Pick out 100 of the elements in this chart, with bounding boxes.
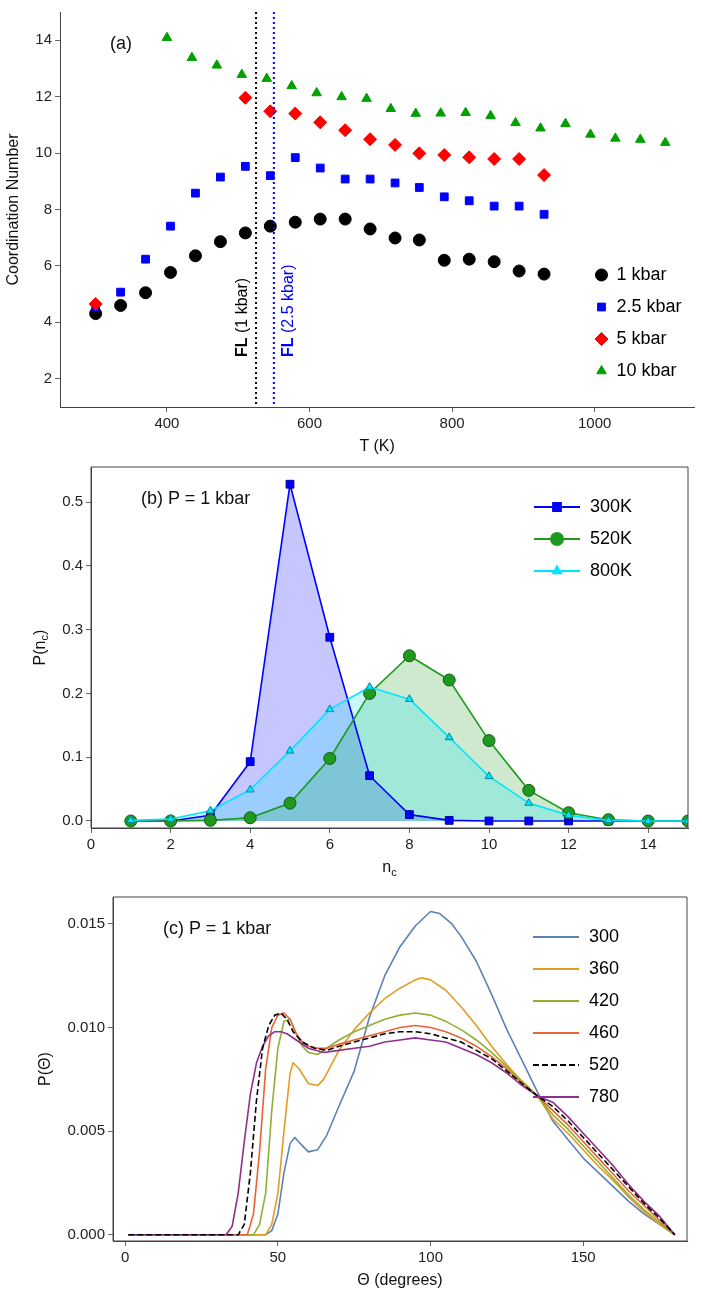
point bbox=[311, 86, 322, 97]
point bbox=[460, 106, 471, 116]
point bbox=[286, 79, 297, 90]
x-tick-label: 14 bbox=[639, 835, 657, 853]
point bbox=[388, 137, 403, 152]
point bbox=[388, 231, 402, 245]
ref-line-label: FL (2.5 kbar) bbox=[279, 264, 297, 357]
point bbox=[285, 745, 295, 754]
point bbox=[535, 122, 546, 132]
point bbox=[261, 72, 273, 82]
point bbox=[482, 734, 496, 748]
point bbox=[514, 201, 524, 211]
point bbox=[365, 682, 374, 690]
x-tick-label: 600 bbox=[297, 414, 323, 432]
point bbox=[487, 255, 501, 269]
point bbox=[485, 109, 496, 120]
point bbox=[141, 254, 150, 264]
point bbox=[410, 107, 422, 117]
x-axis-title: T (K) bbox=[359, 437, 395, 455]
point bbox=[444, 815, 454, 825]
annotation: (b) P = 1 kbar bbox=[141, 487, 251, 508]
y-tick-label: 6 bbox=[43, 256, 52, 274]
point bbox=[635, 133, 646, 143]
x-tick-label: 1000 bbox=[578, 414, 612, 432]
point bbox=[285, 479, 295, 489]
point bbox=[186, 51, 198, 61]
point bbox=[402, 649, 416, 663]
point bbox=[412, 146, 427, 161]
point bbox=[537, 267, 551, 281]
point bbox=[512, 152, 527, 166]
y-tick-label: 0.0 bbox=[62, 811, 83, 829]
point bbox=[512, 264, 526, 278]
point bbox=[240, 161, 250, 171]
point bbox=[336, 90, 347, 101]
point bbox=[206, 805, 215, 814]
point bbox=[385, 102, 397, 113]
x-tick-label: 150 bbox=[570, 1248, 596, 1266]
point bbox=[462, 252, 476, 266]
y-tick-label: 12 bbox=[35, 86, 52, 104]
y-tick-label: 0.000 bbox=[67, 1224, 105, 1242]
point bbox=[243, 811, 257, 825]
legend-label: 5 kbar bbox=[616, 327, 667, 348]
point bbox=[325, 704, 335, 713]
point bbox=[522, 783, 536, 797]
legend-label: 300 bbox=[589, 925, 620, 946]
point bbox=[338, 212, 352, 226]
legend-label: 10 kbar bbox=[616, 359, 677, 380]
point bbox=[464, 196, 474, 206]
point bbox=[539, 209, 549, 219]
point bbox=[290, 153, 300, 162]
point bbox=[188, 249, 202, 263]
ref-line-label: FL (1 kbar) bbox=[233, 277, 251, 357]
point bbox=[114, 298, 128, 312]
point bbox=[585, 128, 596, 138]
legend-label: 2.5 kbar bbox=[616, 295, 682, 316]
point bbox=[462, 150, 477, 165]
point bbox=[660, 136, 671, 146]
point bbox=[390, 178, 400, 188]
point bbox=[323, 751, 337, 765]
point bbox=[435, 107, 446, 117]
point bbox=[365, 174, 375, 184]
point bbox=[363, 132, 378, 147]
y-axis-title: Coordination Number bbox=[3, 132, 21, 286]
x-tick-label: 12 bbox=[560, 835, 577, 853]
legend-label: 520K bbox=[590, 527, 633, 548]
point bbox=[216, 172, 225, 182]
point bbox=[288, 106, 303, 121]
point bbox=[537, 168, 552, 183]
x-tick-label: 4 bbox=[246, 835, 255, 853]
point bbox=[288, 215, 302, 229]
y-tick-label: 0.1 bbox=[62, 747, 83, 765]
legend-label: 360 bbox=[589, 957, 620, 978]
point bbox=[444, 732, 454, 741]
point bbox=[211, 59, 223, 69]
legend-label: 800K bbox=[590, 559, 633, 580]
x-tick-label: 0 bbox=[121, 1248, 130, 1266]
point bbox=[414, 183, 424, 192]
y-tick-label: 14 bbox=[35, 30, 52, 48]
point bbox=[236, 68, 248, 78]
point bbox=[442, 673, 456, 687]
annotation: (c) P = 1 kbar bbox=[163, 917, 272, 938]
legend-label: 520 bbox=[589, 1053, 620, 1074]
y-tick-label: 0.3 bbox=[62, 619, 83, 637]
point bbox=[191, 188, 200, 198]
point bbox=[325, 632, 335, 642]
y-tick-label: 0.5 bbox=[62, 492, 83, 510]
point bbox=[245, 784, 255, 793]
y-axis-title: P(Θ) bbox=[35, 1052, 53, 1086]
x-tick-label: 800 bbox=[439, 414, 465, 432]
point bbox=[283, 796, 297, 810]
x-tick-label: 10 bbox=[480, 835, 498, 853]
y-tick-label: 2 bbox=[43, 368, 52, 386]
y-tick-label: 0.010 bbox=[67, 1017, 105, 1035]
annotation: (a) bbox=[110, 32, 132, 53]
point bbox=[487, 152, 502, 166]
point bbox=[245, 757, 255, 767]
x-axis-title: Θ (degrees) bbox=[357, 1271, 443, 1289]
point bbox=[313, 212, 327, 226]
point bbox=[238, 226, 252, 240]
point bbox=[164, 265, 177, 279]
